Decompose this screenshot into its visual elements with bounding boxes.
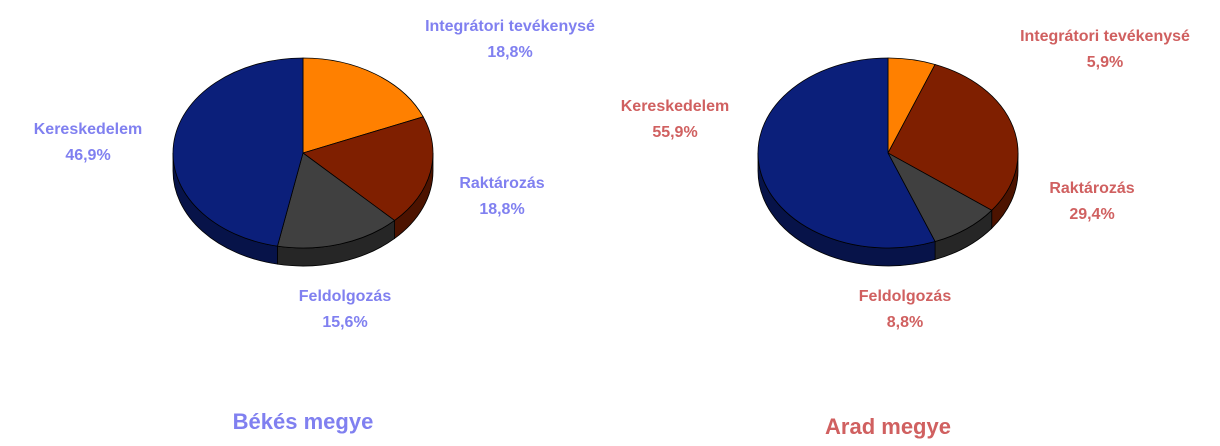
slice — [887, 63, 1019, 211]
slice-value-label: 5,9% — [1087, 54, 1123, 71]
chart-title: Békés megye — [233, 409, 374, 434]
slice-label: Integrátori tevékenysé — [425, 18, 595, 35]
slice-label: Kereskedelem — [621, 98, 730, 115]
slice-label: Feldolgozás — [299, 288, 392, 305]
slice — [276, 152, 396, 249]
slice — [302, 116, 434, 221]
slice-value-label: 18,8% — [479, 201, 524, 218]
slice-value-label: 8,8% — [887, 314, 923, 331]
slice-label: Feldolgozás — [859, 288, 952, 305]
slice — [172, 57, 304, 247]
slice — [302, 57, 424, 154]
slice-label: Kereskedelem — [34, 121, 143, 138]
slice-label: Integrátori tevékenysé — [1020, 28, 1190, 45]
slice-label: Raktározás — [459, 175, 544, 192]
slice-value-label: 29,4% — [1069, 206, 1114, 223]
slice-value-label: 15,6% — [322, 314, 367, 331]
slice-value-label: 55,9% — [652, 124, 697, 141]
slice-label: Raktározás — [1049, 180, 1134, 197]
slice-value-label: 18,8% — [487, 44, 532, 61]
slice — [757, 57, 936, 249]
slice-value-label: 46,9% — [65, 147, 110, 164]
chart-title: Arad megye — [825, 414, 951, 439]
